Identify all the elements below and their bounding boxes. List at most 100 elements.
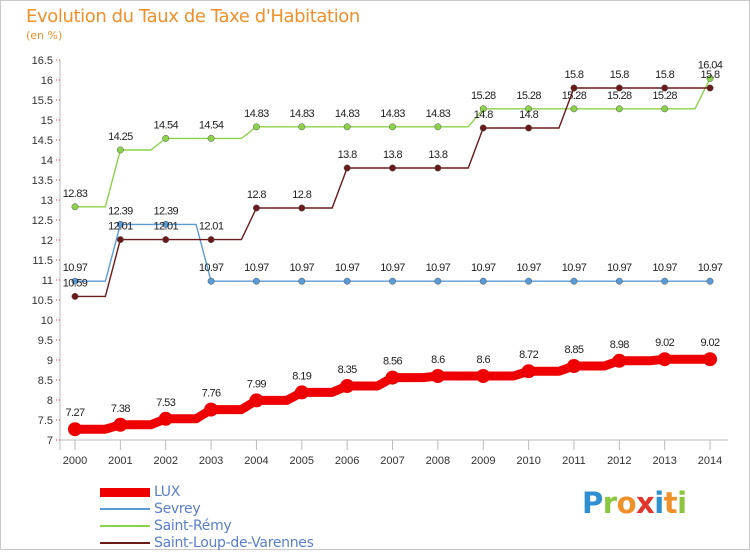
data-point — [116, 220, 124, 228]
data-point — [612, 353, 627, 368]
data-label: 14.83 — [244, 108, 269, 120]
series-layer — [68, 74, 718, 437]
data-label: 10.97 — [63, 262, 88, 274]
data-point — [162, 134, 170, 142]
brand-letter: r — [602, 486, 617, 520]
data-point — [116, 236, 124, 244]
data-point — [340, 379, 355, 393]
data-point — [158, 411, 173, 426]
data-point — [434, 277, 442, 285]
data-point — [385, 370, 400, 385]
data-label: 10.97 — [516, 262, 541, 274]
data-label: 15.8 — [701, 69, 720, 81]
data-label: 14.8 — [474, 109, 493, 121]
data-point — [207, 236, 215, 244]
legend-label: Sevrey — [154, 501, 201, 517]
data-point — [343, 164, 351, 172]
data-label: 15.28 — [516, 90, 541, 102]
data-point — [298, 277, 306, 285]
data-label: 12.01 — [153, 221, 178, 233]
data-point — [71, 292, 79, 300]
x-tick-label: 2001 — [108, 455, 132, 467]
data-point — [113, 417, 128, 432]
data-point — [706, 74, 714, 82]
data-point — [343, 277, 351, 285]
brand-letter: P — [582, 486, 603, 520]
data-label: 10.97 — [335, 262, 360, 274]
data-point — [162, 220, 170, 228]
y-tick-label: 14.5 — [32, 135, 53, 147]
data-point — [71, 203, 79, 211]
data-label: 7.38 — [111, 403, 130, 415]
x-tick-label: 2014 — [698, 455, 722, 467]
data-point — [615, 84, 623, 92]
legend-label: Saint-Rémy — [154, 518, 232, 534]
x-tick-label: 2009 — [471, 455, 495, 467]
data-label: 10.97 — [426, 262, 451, 274]
data-label: 9.02 — [701, 337, 720, 349]
data-labels-layer: 10.97 12.39 12.39 10.97 10.97 10.97 10.97 10.97… — [63, 59, 724, 419]
data-point — [434, 123, 442, 131]
data-label: 14.83 — [290, 108, 315, 120]
x-tick-label: 2012 — [607, 455, 631, 467]
data-point — [570, 277, 578, 285]
data-label: 12.83 — [63, 188, 88, 200]
data-label: 10.97 — [652, 262, 677, 274]
data-label: 15.28 — [471, 90, 496, 102]
data-label: 14.54 — [199, 119, 224, 131]
data-label: 14.25 — [108, 131, 133, 143]
y-tick-label: 12 — [41, 235, 53, 247]
data-label: 12.01 — [199, 221, 224, 233]
data-label: 8.72 — [519, 349, 538, 361]
brand-letter: i — [654, 486, 664, 520]
data-point — [706, 277, 714, 285]
y-tick-label: 9.5 — [38, 335, 53, 347]
data-label: 10.97 — [607, 262, 632, 274]
series-lux — [68, 352, 718, 437]
x-tick-label: 2005 — [290, 455, 314, 467]
data-label: 10.97 — [380, 262, 405, 274]
data-point — [661, 277, 669, 285]
data-point — [521, 364, 536, 379]
data-label: 14.8 — [519, 109, 538, 121]
x-tick-label: 2003 — [199, 455, 223, 467]
data-point — [389, 277, 396, 285]
data-label: 8.56 — [383, 356, 402, 368]
legend-swatch — [100, 488, 150, 497]
data-label: 10.97 — [471, 262, 496, 274]
y-tick-label: 8.5 — [38, 375, 53, 387]
data-point — [615, 277, 623, 285]
data-label: 13.8 — [383, 149, 402, 161]
data-label: 8.6 — [431, 354, 445, 366]
data-point — [430, 369, 445, 383]
data-label: 8.85 — [564, 344, 583, 356]
data-label: 12.39 — [153, 205, 178, 217]
data-point — [706, 84, 714, 92]
y-tick-label: 11.5 — [32, 255, 53, 267]
data-point — [294, 385, 309, 400]
data-label: 15.28 — [652, 90, 677, 102]
data-point — [479, 277, 487, 285]
data-point — [525, 124, 533, 132]
data-point — [298, 204, 306, 212]
y-tick-label: 7.5 — [38, 415, 53, 427]
y-tick-label: 13 — [41, 195, 53, 207]
data-label: 13.8 — [338, 149, 357, 161]
x-tick-label: 2002 — [153, 455, 177, 467]
data-point — [252, 123, 260, 131]
data-label: 15.8 — [655, 69, 674, 81]
data-point — [476, 369, 491, 383]
data-label: 12.8 — [292, 189, 311, 201]
data-label: 14.83 — [335, 108, 360, 120]
data-point — [479, 105, 487, 113]
data-point — [389, 123, 396, 131]
legend-swatch — [100, 542, 150, 544]
y-tick-label: 11 — [42, 275, 53, 287]
brand-letter: i — [677, 486, 687, 520]
data-point — [570, 84, 578, 92]
data-label: 7.53 — [156, 397, 175, 409]
data-label: 14.54 — [153, 119, 178, 131]
data-label: 15.8 — [610, 69, 629, 81]
